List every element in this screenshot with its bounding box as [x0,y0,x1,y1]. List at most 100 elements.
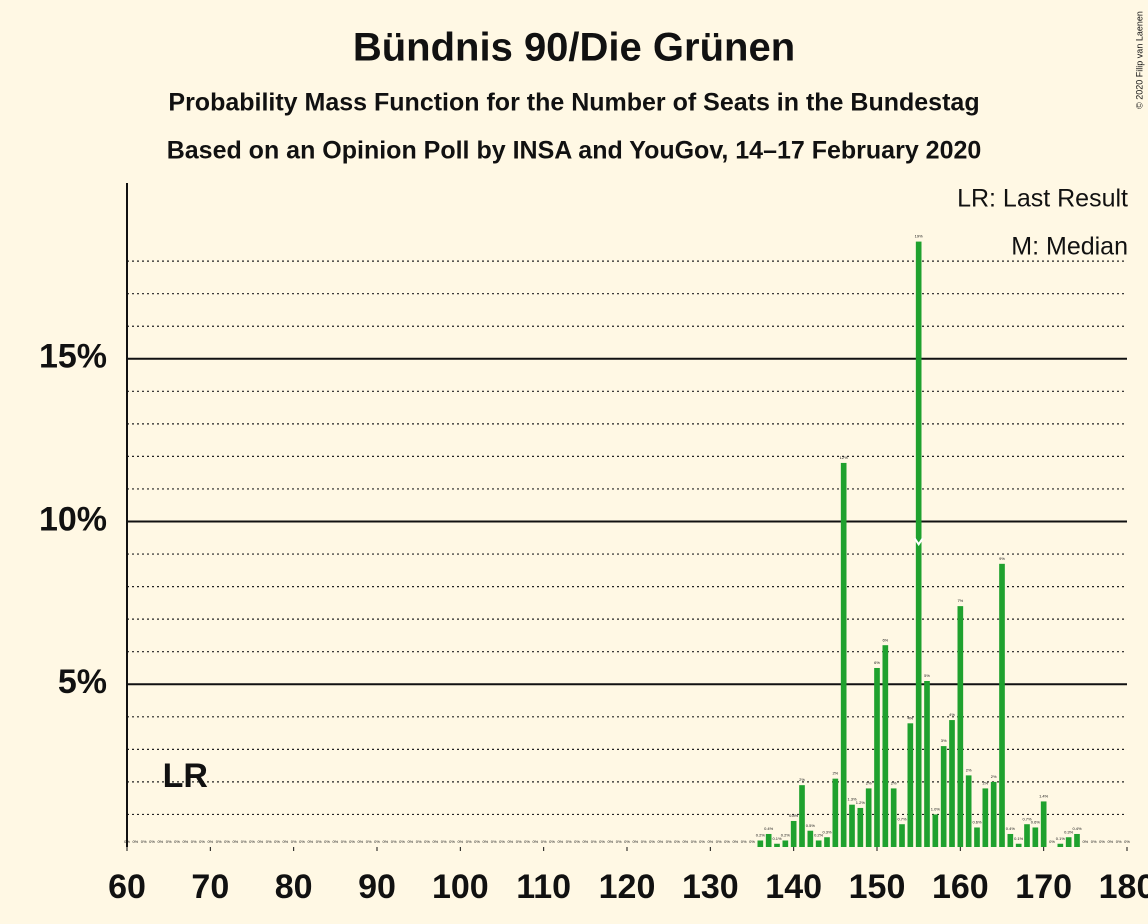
value-label: 0% [674,839,680,844]
bar [782,840,789,847]
value-label: 0% [1091,839,1097,844]
x-tick-label: 140 [765,868,822,906]
value-label: 1.0% [931,807,941,812]
value-label: 1.4% [1039,793,1049,798]
value-label: 0% [649,839,655,844]
value-label: 0% [191,839,197,844]
value-label: 0% [424,839,430,844]
bar [949,720,955,847]
bar [1057,843,1064,847]
value-label: 0% [516,839,522,844]
chart-subtitle: Probability Mass Function for the Number… [168,89,979,117]
value-label: 0% [266,839,272,844]
last-result-label: LR [163,757,208,795]
bar [865,788,872,847]
value-label: 0% [482,839,488,844]
value-label: 0.4% [764,826,774,831]
bar [1074,833,1080,847]
value-label: 0% [1124,839,1130,844]
value-label: 0% [399,839,405,844]
bar [1015,843,1022,847]
value-label: 3% [941,738,947,743]
bar [890,788,897,847]
value-label: 0% [532,839,538,844]
chart-title: Bündnis 90/Die Grünen [353,26,795,70]
bar [899,824,905,847]
value-label: 0.6% [1031,820,1041,825]
value-label: 0% [641,839,647,844]
value-label: 0% [449,839,455,844]
value-label: 19% [915,234,923,239]
value-label: 0% [507,839,513,844]
x-tick-label: 110 [516,868,571,906]
value-label: 0% [299,839,305,844]
value-label: 0% [382,839,388,844]
bar [832,778,839,847]
x-tick-label: 100 [432,868,489,906]
value-label: 0% [1107,839,1113,844]
value-label: 0% [699,839,705,844]
value-label: 0% [666,839,672,844]
x-tick-label: 170 [1015,868,1072,906]
bar [1065,837,1072,847]
value-label: 0% [257,839,263,844]
value-label: 0% [241,839,247,844]
value-label: 0.6% [972,820,982,825]
bar [907,723,914,847]
bar [824,837,830,847]
value-label: 0.2% [756,833,766,838]
value-label: 0% [582,839,588,844]
value-label: 0.2% [814,833,824,838]
value-label: 0% [357,839,363,844]
value-label: 0.1% [1056,836,1066,841]
bar [974,827,980,847]
value-label: 0% [332,839,338,844]
value-label: 0% [224,839,230,844]
bar [774,843,780,847]
value-label: 0.8% [789,813,799,818]
value-label: 0% [249,839,255,844]
value-label: 2% [991,774,997,779]
value-label: 0.7% [1022,816,1032,821]
x-tick-label: 180 [1099,868,1148,906]
value-label: 2% [891,780,897,785]
value-label: 0% [416,839,422,844]
value-label: 0% [149,839,155,844]
value-label: 0% [607,839,613,844]
value-label: 0% [624,839,630,844]
value-label: 0% [1116,839,1122,844]
bar [999,563,1005,847]
value-label: 0% [716,839,722,844]
value-label: 0% [524,839,530,844]
value-label: 0% [216,839,222,844]
value-label: 7% [957,598,963,603]
value-label: 0% [366,839,372,844]
chart-subtitle: Based on an Opinion Poll by INSA and You… [167,137,982,165]
bar [874,667,880,847]
bar [857,807,864,847]
value-label: 9% [999,556,1005,561]
bar [990,781,997,847]
value-label: 0% [324,839,330,844]
value-label: 0% [207,839,213,844]
value-label: 0% [432,839,438,844]
value-label: 0% [591,839,597,844]
bar [1024,824,1030,847]
value-label: 0% [391,839,397,844]
value-label: 0% [282,839,288,844]
y-tick-label: 10% [39,500,107,538]
value-label: 0.5% [806,823,816,828]
x-tick-label: 150 [849,868,906,906]
bar [1040,801,1047,847]
x-tick-label: 70 [191,868,229,906]
value-label: 0.1% [1014,836,1024,841]
x-tick-label: 160 [932,868,989,906]
bar [924,681,930,847]
value-label: 0% [174,839,180,844]
value-label: 0% [549,839,555,844]
value-label: 0% [599,839,605,844]
value-label: 0% [199,839,205,844]
value-label: 0% [132,839,138,844]
value-label: 0% [457,839,463,844]
value-label: 0% [407,839,413,844]
